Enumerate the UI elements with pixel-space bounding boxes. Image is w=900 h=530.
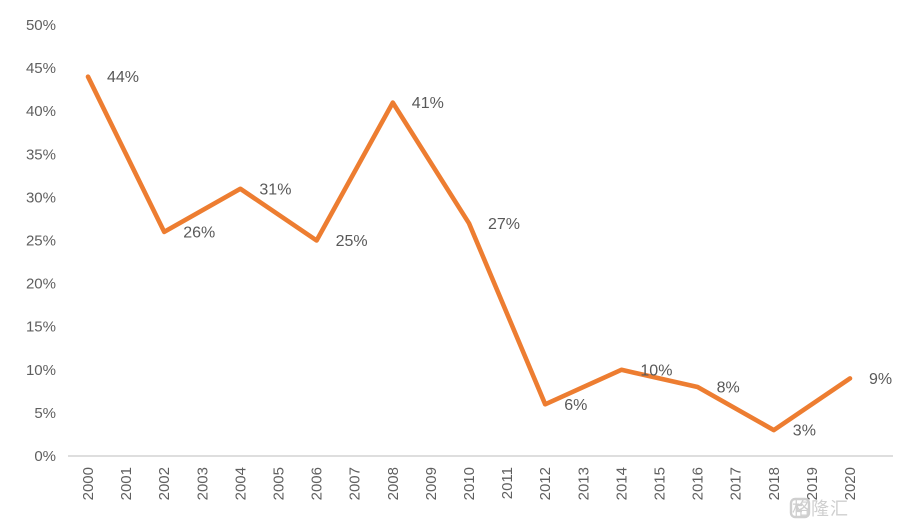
x-tick-label: 2010 [461, 467, 478, 500]
x-tick-label: 2012 [537, 467, 554, 500]
x-tick-label: 2004 [232, 467, 249, 500]
data-label: 27% [488, 216, 520, 233]
y-tick-label: 35% [26, 146, 56, 163]
data-label: 26% [183, 224, 215, 241]
x-tick-label: 2020 [842, 467, 859, 500]
x-tick-label: 2019 [804, 467, 821, 500]
x-tick-label: 2013 [575, 467, 592, 500]
data-label: 31% [259, 181, 291, 198]
y-tick-label: 40% [26, 103, 56, 120]
data-label: 8% [717, 380, 740, 397]
data-label: 41% [412, 95, 444, 112]
x-tick-label: 2015 [652, 467, 669, 500]
y-tick-label: 15% [26, 319, 56, 336]
x-tick-label: 2001 [118, 467, 135, 500]
x-tick-label: 2006 [309, 467, 326, 500]
y-tick-label: 10% [26, 362, 56, 379]
x-tick-label: 2005 [271, 467, 288, 500]
y-tick-label: 20% [26, 276, 56, 293]
x-tick-label: 2000 [80, 467, 97, 500]
data-label: 25% [336, 233, 368, 250]
data-label: 10% [640, 362, 672, 379]
series-line [85, 74, 853, 433]
data-label: 9% [869, 371, 892, 388]
y-tick-label: 0% [34, 448, 56, 465]
x-tick-label: 2018 [766, 467, 783, 500]
x-tick-label: 2011 [499, 467, 516, 499]
x-tick-label: 2002 [156, 467, 173, 500]
x-tick-label: 2003 [194, 467, 211, 500]
y-tick-label: 30% [26, 189, 56, 206]
x-tick-label: 2014 [613, 467, 630, 500]
y-tick-label: 50% [26, 17, 56, 34]
data-label: 3% [793, 423, 816, 440]
data-label: 6% [564, 397, 587, 414]
x-tick-label: 2009 [423, 467, 440, 500]
y-tick-label: 25% [26, 233, 56, 250]
x-tick-label: 2007 [347, 467, 364, 500]
x-tick-label: 2017 [728, 467, 745, 500]
y-tick-label: 5% [34, 405, 56, 422]
x-tick-label: 2016 [690, 467, 707, 500]
data-label: 44% [107, 69, 139, 86]
y-tick-label: 45% [26, 60, 56, 77]
x-tick-label: 2008 [385, 467, 402, 500]
